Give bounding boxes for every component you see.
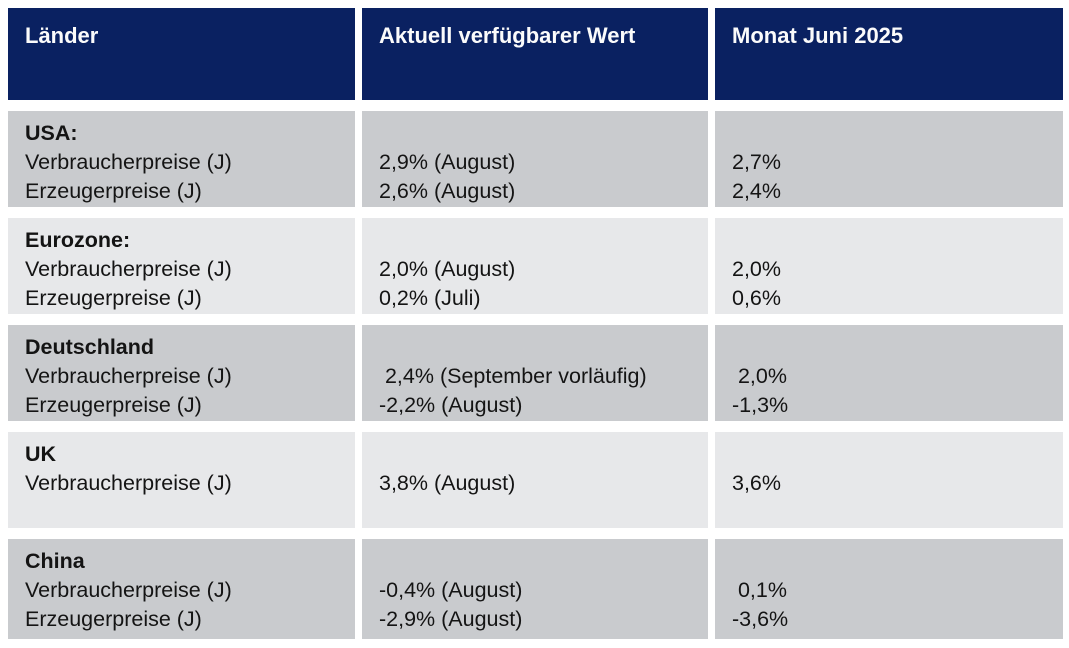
spacer-line: [732, 333, 1055, 362]
current-value: -2,2% (August): [379, 393, 523, 417]
metric-label: Verbraucherpreise (J): [25, 364, 232, 388]
country-name: Deutschland: [25, 335, 155, 359]
june-value: 2,0%: [732, 364, 787, 388]
table-cell-june-value: 2,0% 0,6%: [715, 218, 1063, 314]
metric-label: Verbraucherpreise (J): [25, 150, 232, 174]
spacer-line: [732, 226, 1055, 255]
current-value: 0,2% (Juli): [379, 286, 481, 310]
spacer-line: [379, 226, 700, 255]
column-header-label: Aktuell verfügbarer Wert: [379, 23, 636, 48]
inflation-table: Länder Aktuell verfügbarer Wert Monat Ju…: [8, 8, 1063, 639]
current-value: 2,4% (September vorläufig): [379, 364, 647, 388]
metric-label: Verbraucherpreise (J): [25, 578, 232, 602]
metric-label: Erzeugerpreise (J): [25, 607, 202, 631]
table-cell-country: Deutschland Verbraucherpreise (J) Erzeuger…: [8, 325, 355, 421]
table-cell-country: Eurozone: Verbraucherpreise (J) Erzeugerpr…: [8, 218, 355, 314]
june-value: 2,7%: [732, 150, 782, 174]
current-value: 2,9% (August): [379, 150, 516, 174]
table-cell-current-value: 2,4% (September vorläufig) -2,2% (August): [362, 325, 708, 421]
june-value: 0,1%: [732, 578, 787, 602]
table-cell-june-value: 2,7% 2,4%: [715, 111, 1063, 207]
table-cell-june-value: 0,1% -3,6%: [715, 539, 1063, 639]
june-value: 0,6%: [732, 286, 782, 310]
current-value: 3,8% (August): [379, 471, 516, 495]
spacer-line: [732, 547, 1055, 576]
current-value: 2,6% (August): [379, 179, 516, 203]
country-name: UK: [25, 442, 57, 466]
june-value: -3,6%: [732, 607, 789, 631]
table-cell-current-value: 2,0% (August) 0,2% (Juli): [362, 218, 708, 314]
metric-label: Erzeugerpreise (J): [25, 286, 202, 310]
spacer-line: [379, 119, 700, 148]
metric-label: Erzeugerpreise (J): [25, 393, 202, 417]
spacer-line: [732, 119, 1055, 148]
table-cell-june-value: 3,6%: [715, 432, 1063, 528]
table-cell-current-value: 3,8% (August): [362, 432, 708, 528]
spacer-line: [379, 547, 700, 576]
spacer-line: [379, 333, 700, 362]
spacer-line: [379, 440, 700, 469]
country-name: USA:: [25, 121, 78, 145]
table-cell-current-value: 2,9% (August) 2,6% (August): [362, 111, 708, 207]
table-cell-june-value: 2,0% -1,3%: [715, 325, 1063, 421]
spacer-line: [732, 440, 1055, 469]
column-header-label: Monat Juni 2025: [732, 23, 904, 48]
june-value: 2,4%: [732, 179, 782, 203]
june-value: 3,6%: [732, 471, 782, 495]
current-value: -2,9% (August): [379, 607, 523, 631]
metric-label: Verbraucherpreise (J): [25, 257, 232, 281]
column-header-laender: Länder: [8, 8, 355, 100]
table-cell-country: USA: Verbraucherpreise (J) Erzeugerpreise …: [8, 111, 355, 207]
table-cell-country: UK Verbraucherpreise (J): [8, 432, 355, 528]
table-cell-country: China Verbraucherpreise (J) Erzeugerpreise…: [8, 539, 355, 639]
column-header-label: Länder: [25, 23, 99, 48]
country-name: Eurozone:: [25, 228, 131, 252]
current-value: -0,4% (August): [379, 578, 523, 602]
column-header-monat-juni-2025: Monat Juni 2025: [715, 8, 1063, 100]
column-header-aktueller-wert: Aktuell verfügbarer Wert: [362, 8, 708, 100]
metric-label: Verbraucherpreise (J): [25, 471, 232, 495]
country-name: China: [25, 549, 85, 573]
current-value: 2,0% (August): [379, 257, 516, 281]
metric-label: Erzeugerpreise (J): [25, 179, 202, 203]
june-value: 2,0%: [732, 257, 782, 281]
table-cell-current-value: -0,4% (August) -2,9% (August): [362, 539, 708, 639]
june-value: -1,3%: [732, 393, 789, 417]
